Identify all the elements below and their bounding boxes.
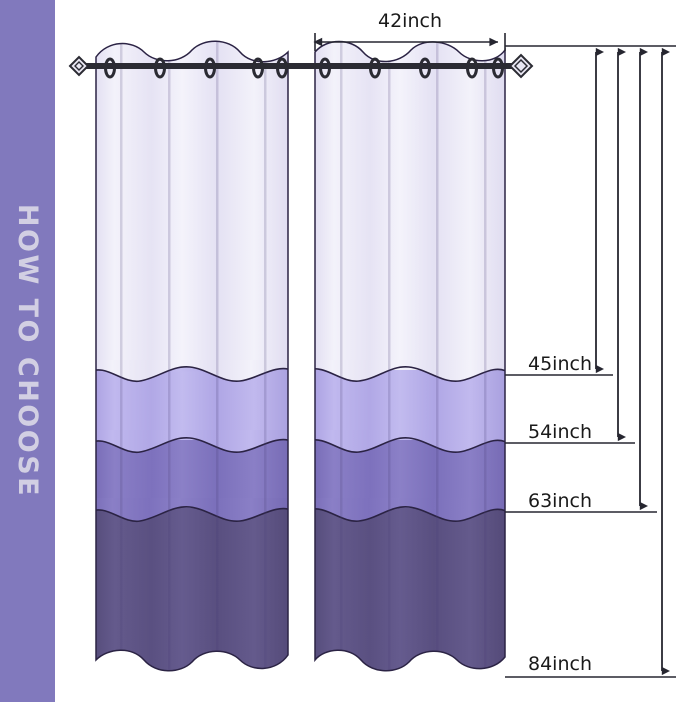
height-label-45: 45inch — [528, 353, 592, 375]
grommet — [204, 57, 216, 79]
sidebar-banner: HOW TO CHOOSE — [0, 0, 55, 702]
height-label-84: 84inch — [528, 653, 592, 675]
curtain-rod — [68, 53, 534, 79]
grommet — [252, 57, 264, 79]
grommet — [419, 57, 431, 79]
right-finial-diamond-icon — [508, 53, 534, 79]
right-divider-54 — [315, 437, 505, 453]
width-dimension-42inch: 42inch — [313, 10, 506, 51]
right-divider-45 — [315, 366, 505, 382]
grommets — [104, 57, 504, 79]
extension-lines — [505, 374, 676, 678]
right-divider-63 — [315, 506, 505, 522]
grommet — [319, 57, 331, 79]
left-folds — [120, 41, 267, 671]
grommet — [104, 57, 116, 79]
left-divider-63 — [96, 506, 288, 522]
grommet — [369, 57, 381, 79]
left-finial-diamond-icon — [68, 55, 90, 77]
grommet — [276, 57, 288, 79]
grommet — [492, 57, 504, 79]
left-curtain-panel — [95, 40, 289, 672]
right-band-dark — [315, 508, 505, 671]
width-dimension-label: 42inch — [378, 10, 442, 32]
left-band-white — [96, 41, 288, 380]
height-dimension-labels: 45inch 54inch 63inch 84inch — [528, 353, 592, 675]
height-label-54: 54inch — [528, 421, 592, 443]
left-divider-45 — [96, 366, 288, 382]
height-dimension-arrows — [595, 47, 670, 676]
grommet — [154, 57, 166, 79]
left-band-dark — [96, 508, 288, 671]
right-curtain-panel — [314, 40, 506, 672]
grommet — [466, 57, 478, 79]
right-folds — [340, 41, 487, 671]
left-divider-54 — [96, 437, 288, 453]
right-band-white — [315, 41, 505, 380]
height-label-63: 63inch — [528, 490, 592, 512]
